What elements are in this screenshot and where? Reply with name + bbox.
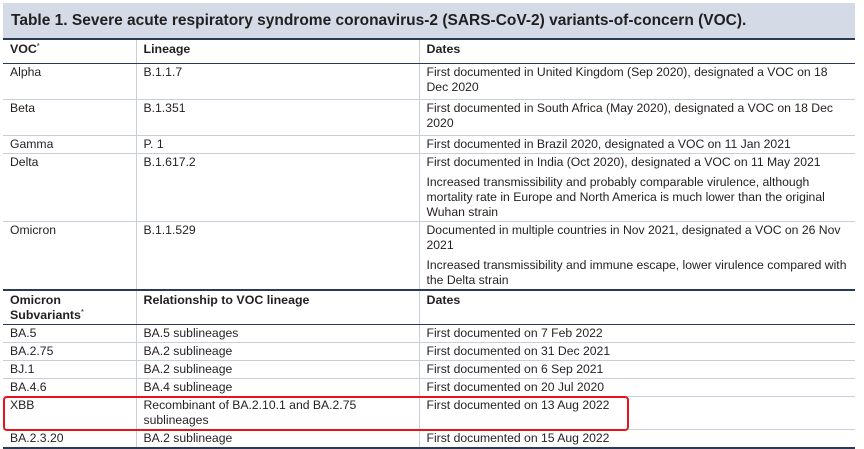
voc-name: Omicron (3, 221, 136, 291)
header-relationship: Relationship to VOC lineage (135, 289, 419, 325)
voc-notes: Increased transmissibility and immune es… (426, 258, 847, 287)
table-row: Gamma P. 1 First documented in Brazil 20… (3, 135, 855, 154)
header-sub-dates: Dates (418, 289, 855, 325)
subvariant-relationship: BA.4 sublineage (135, 378, 419, 397)
subvariant-relationship: BA.2 sublineage (135, 429, 419, 449)
table-row: Omicron B.1.1.529 Documented in multiple… (3, 221, 855, 291)
subvariant-name: XBB (3, 396, 136, 430)
voc-lineage: P. 1 (135, 135, 419, 154)
table-row: BJ.1 BA.2 sublineage First documented on… (3, 360, 855, 379)
subvariant-dates: First documented on 15 Aug 2022 (418, 429, 855, 449)
table-row-highlighted: XBB Recombinant of BA.2.10.1 and BA.2.75… (3, 396, 855, 430)
table-row: Beta B.1.351 First documented in South A… (3, 99, 855, 136)
table-row: Delta B.1.617.2 First documented in Indi… (3, 153, 855, 222)
subvariant-dates: First documented on 20 Jul 2020 (418, 378, 855, 397)
header-lineage: Lineage (135, 38, 419, 64)
voc-lineage: B.1.617.2 (135, 153, 419, 222)
header-subvariants: Omicron Subvariants* (3, 289, 136, 325)
subvariant-dates: First documented on 7 Feb 2022 (418, 324, 855, 343)
voc-dates-cell: First documented in India (Oct 2020), de… (418, 153, 855, 222)
table-row: BA.4.6 BA.4 sublineage First documented … (3, 378, 855, 397)
voc-name: Delta (3, 153, 136, 222)
voc-dates: First documented in India (Oct 2020), de… (426, 155, 821, 169)
footnote-mark: * (80, 308, 84, 316)
voc-dates: Documented in multiple countries in Nov … (426, 223, 841, 252)
table-row: BA.2.3.20 BA.2 sublineage First document… (3, 429, 855, 449)
voc-table: VOC* Lineage Dates Alpha B.1.1.7 First d… (3, 38, 855, 449)
voc-dates: First documented in Brazil 2020, designa… (418, 135, 855, 154)
table-title-text: Table 1. Severe acute respiratory syndro… (11, 11, 747, 29)
subvariant-name: BA.2.75 (3, 342, 136, 361)
voc-dates: First documented in South Africa (May 20… (418, 99, 855, 136)
subvariant-relationship: Recombinant of BA.2.10.1 and BA.2.75 sub… (135, 396, 419, 430)
table-row: BA.5 BA.5 sublineages First documented o… (3, 324, 855, 343)
voc-name: Alpha (3, 63, 136, 100)
table-row: BA.2.75 BA.2 sublineage First documented… (3, 342, 855, 361)
subvariant-name: BJ.1 (3, 360, 136, 379)
voc-header-row: VOC* Lineage Dates (3, 38, 855, 64)
voc-name: Gamma (3, 135, 136, 154)
subvariant-relationship: BA.2 sublineage (135, 342, 419, 361)
voc-lineage: B.1.1.7 (135, 63, 419, 100)
table-title: Table 1. Severe acute respiratory syndro… (3, 3, 855, 38)
subvariant-dates: First documented on 31 Dec 2021 (418, 342, 855, 361)
voc-lineage: B.1.351 (135, 99, 419, 136)
subvariant-relationship: BA.5 sublineages (135, 324, 419, 343)
table-row: Alpha B.1.1.7 First documented in United… (3, 63, 855, 100)
voc-lineage: B.1.1.529 (135, 221, 419, 291)
subvariant-header-row: Omicron Subvariants* Relationship to VOC… (3, 289, 855, 325)
subvariant-name: BA.5 (3, 324, 136, 343)
voc-name: Beta (3, 99, 136, 136)
subvariant-dates: First documented on 6 Sep 2021 (418, 360, 855, 379)
subvariant-dates: First documented on 13 Aug 2022 (418, 396, 855, 430)
table-figure: Table 1. Severe acute respiratory syndro… (3, 3, 855, 449)
subvariant-name: BA.2.3.20 (3, 429, 136, 449)
subvariant-relationship: BA.2 sublineage (135, 360, 419, 379)
voc-dates-cell: Documented in multiple countries in Nov … (418, 221, 855, 291)
header-voc: VOC* (3, 38, 136, 64)
subvariant-name: BA.4.6 (3, 378, 136, 397)
footnote-mark: * (36, 42, 40, 50)
voc-notes: Increased transmissibility and probably … (426, 175, 825, 219)
voc-dates: First documented in United Kingdom (Sep … (418, 63, 855, 100)
header-dates: Dates (418, 38, 855, 64)
